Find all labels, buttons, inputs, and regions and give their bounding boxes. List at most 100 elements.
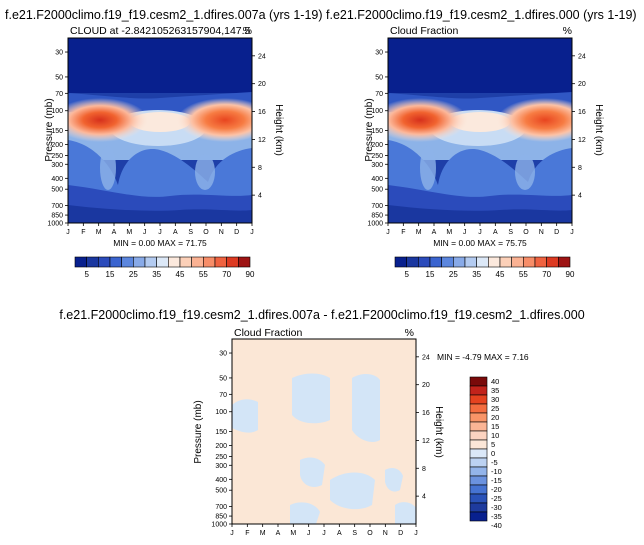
panel-1-colorbar-box — [191, 256, 204, 268]
panel-3-colorbar-label: 30 — [491, 395, 499, 404]
panel-2-units: % — [563, 25, 572, 37]
panel-1-colorbar-box — [168, 256, 181, 268]
panel-1-colorbar-box — [203, 256, 216, 268]
panel-2-subtitle: Cloud Fraction — [390, 25, 458, 37]
panel-1-xtick-label: M — [96, 229, 102, 236]
panel-3-ytick-label: 400 — [215, 477, 227, 484]
panel-2-ytick-label: 1000 — [367, 221, 383, 228]
panel-1-colorbar-box — [74, 256, 87, 268]
panel-3-colorbar-label: -5 — [491, 458, 498, 467]
panel-3-colorbar-label: -35 — [491, 512, 502, 521]
panel-3-y2tick-label: 16 — [422, 410, 430, 417]
panel-3-minmax: MIN = -4.79 MAX = 7.16 — [437, 352, 529, 362]
panel-3-ytick-label: 1000 — [211, 522, 227, 529]
panel-2-ytick-label: 150 — [371, 128, 383, 135]
panel-3-y2tick-label: 4 — [422, 494, 426, 501]
panel-2-ytick-label: 30 — [375, 50, 383, 57]
panel-3-colorbar-box — [469, 430, 488, 441]
panel-3-xtick-label: S — [352, 530, 357, 537]
panel-2-y2tick-label: 12 — [578, 137, 586, 144]
panel-3-xtick-label: A — [276, 530, 281, 537]
panel-2-colorbar-box — [406, 256, 419, 268]
panel-2-colorbar-label: 25 — [449, 270, 458, 279]
panel-3-ytick-label: 200 — [215, 443, 227, 450]
panel-3-y2tick-label: 20 — [422, 382, 430, 389]
panel-1-xtick-label: J — [158, 229, 162, 236]
panel-1-ytick-label: 500 — [51, 187, 63, 194]
panel-1-ylabel: Pressure (mb) — [44, 98, 55, 161]
panel-2-xtick-label: O — [523, 229, 529, 236]
panel-3-field — [232, 339, 416, 524]
panel-2-colorbar-box — [499, 256, 512, 268]
panel-2-ytick-label: 100 — [371, 108, 383, 115]
panel-1-xtick-label: J — [250, 229, 254, 236]
panel-2-y2label: Height (km) — [593, 104, 604, 156]
panel-1-ytick-label: 150 — [51, 128, 63, 135]
panel-1-xtick-label: J — [143, 229, 147, 236]
panel-3-ytick-label: 500 — [215, 488, 227, 495]
panel-1-colorbar-label: 35 — [152, 270, 161, 279]
panel-2-y2tick-label: 16 — [578, 109, 586, 116]
panel-1-field — [68, 38, 252, 223]
panel-1-y2tick-label: 8 — [258, 165, 262, 172]
panel-2-colorbar-box — [429, 256, 442, 268]
panel-3-xtick-label: O — [367, 530, 373, 537]
panel-2-xtick-label: N — [539, 229, 544, 236]
panel-3-units: % — [405, 327, 414, 339]
panel-1-colorbar-label: 45 — [176, 270, 185, 279]
panel-3-ytick-label: 50 — [219, 375, 227, 382]
panel-3-xtick-label: M — [260, 530, 266, 537]
panel-1-colorbar-label: 5 — [84, 270, 89, 279]
panel-2-ylabel: Pressure (mb) — [364, 98, 375, 161]
panel-1-colorbar-box — [156, 256, 169, 268]
panel-3-y2label: Height (km) — [433, 406, 444, 458]
panel-2-y2tick-label: 4 — [578, 193, 582, 200]
panel-1-ytick-label: 50 — [55, 74, 63, 81]
panel-3-xtick-label: A — [337, 530, 342, 537]
panel-1-colorbar-label: 25 — [129, 270, 138, 279]
panel-3-colorbar-label: -15 — [491, 476, 502, 485]
panel-1-y2tick-label: 16 — [258, 109, 266, 116]
panel-1-y2tick-label: 4 — [258, 193, 262, 200]
panel-1-colorbar-box — [238, 256, 251, 268]
panel-3-xtick-label: J — [322, 530, 326, 537]
panel-2-minmax: MIN = 0.00 MAX = 75.75 — [433, 238, 527, 248]
panel-3-xtick-label: M — [290, 530, 296, 537]
panel-2-xtick-label: J — [570, 229, 574, 236]
panel-1-colorbar-label: 70 — [222, 270, 231, 279]
panel-3-xtick-label: J — [307, 530, 311, 537]
panel-1-colorbar-box — [179, 256, 192, 268]
panel-2-xtick-label: M — [446, 229, 452, 236]
panel-2-xtick-label: J — [478, 229, 482, 236]
panel-3-colorbar-label: 0 — [491, 449, 495, 458]
panel-1-ytick-label: 400 — [51, 176, 63, 183]
panel-1-xtick-label: A — [112, 229, 117, 236]
panel-2-xtick-label: J — [463, 229, 467, 236]
panel-3-colorbar-box — [469, 376, 488, 387]
panel-2-ytick-label: 70 — [375, 91, 383, 98]
panel-3-colorbar-label: -20 — [491, 485, 502, 494]
panel-2-xtick-label: J — [386, 229, 390, 236]
panel-1-colorbar: 5 15 25 35 45 55 70 90 — [74, 256, 255, 279]
panel-2-colorbar: 5 15 25 35 45 55 70 90 — [394, 256, 575, 279]
panel-3-colorbar-box — [469, 502, 488, 513]
panel-1-ytick-label: 1000 — [47, 221, 63, 228]
panel-3-colorbar-box — [469, 511, 488, 522]
panel-3-colorbar-label: -10 — [491, 467, 502, 476]
panel-2-ytick-label: 250 — [371, 153, 383, 160]
panel-2-colorbar-label: 35 — [472, 270, 481, 279]
panel-1-colorbar-box — [144, 256, 157, 268]
panel-2-ytick-label: 300 — [371, 162, 383, 169]
panel-3-ylabel: Pressure (mb) — [193, 400, 204, 463]
panel-3-colorbar-label: 10 — [491, 431, 499, 440]
panel-2-xtick-label: A — [432, 229, 437, 236]
panel-2-ytick-label: 700 — [371, 203, 383, 210]
panel-1-ytick-label: 100 — [51, 108, 63, 115]
panel-3-xtick-label: F — [245, 530, 249, 537]
panel-3-y2tick-label: 12 — [422, 438, 430, 445]
panel-2-ytick-label: 50 — [375, 74, 383, 81]
panel-3-y2tick-label: 8 — [422, 466, 426, 473]
panel-1-xtick-label: M — [126, 229, 132, 236]
